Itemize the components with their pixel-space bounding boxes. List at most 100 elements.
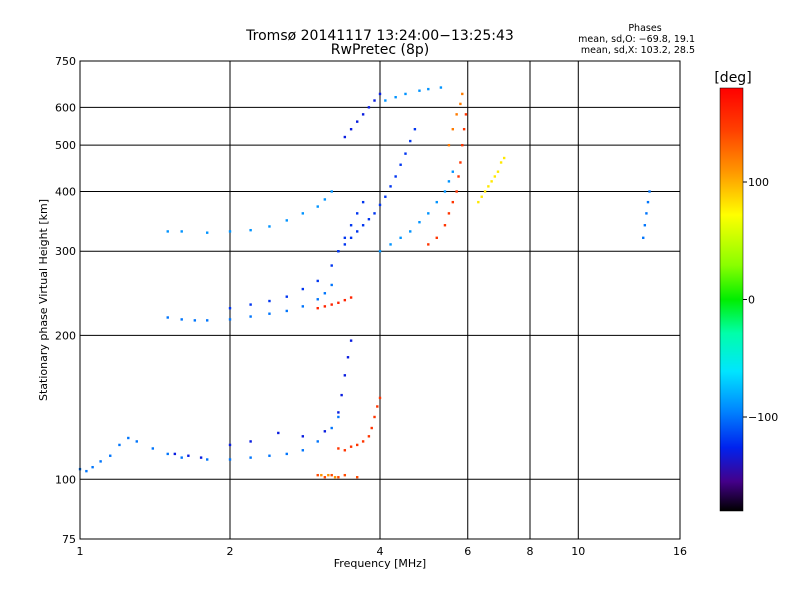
scatter-point — [346, 356, 350, 359]
y-tick-label: 500 — [55, 139, 76, 152]
scatter-point — [285, 309, 288, 313]
scatter-point — [418, 89, 421, 92]
scatter-point — [180, 230, 183, 233]
scatter-point — [399, 163, 402, 166]
x-tick-label: 16 — [673, 545, 687, 558]
scatter-point — [118, 443, 121, 447]
x-axis-ticks: 1 2 4 6 8 10 16 — [77, 545, 688, 558]
scatter-point — [447, 143, 451, 147]
scatter-point — [643, 224, 647, 227]
scatter-point — [462, 127, 466, 131]
scatter-point — [461, 92, 464, 96]
scatter-point — [435, 200, 438, 204]
x-tick-label: 8 — [527, 545, 534, 558]
scatter-point — [355, 212, 359, 215]
scatter-point — [268, 225, 271, 228]
scatter-point — [389, 243, 392, 246]
scatter-point — [370, 426, 373, 430]
scatter-point — [285, 452, 288, 456]
scatter-point — [193, 319, 197, 322]
scatter-point — [228, 443, 232, 447]
scatter-point — [330, 473, 333, 477]
scatter-point — [349, 127, 353, 131]
scatter-point — [323, 430, 327, 433]
scatter-point — [285, 219, 288, 222]
scatter-point — [337, 476, 340, 479]
scatter-point — [378, 92, 382, 96]
scatter-point — [464, 113, 468, 116]
scatter-point — [301, 212, 305, 215]
y-tick-label: 400 — [55, 185, 76, 198]
scatter-point — [404, 92, 407, 96]
scatter-point — [459, 161, 462, 164]
scatter-point — [330, 426, 333, 430]
scatter-point — [496, 170, 500, 173]
scatter-point — [343, 374, 347, 377]
scatter-point — [316, 279, 319, 283]
scatter-point — [228, 458, 232, 461]
scatter-point — [228, 318, 232, 321]
scatter-point — [373, 415, 376, 419]
scatter-point — [373, 99, 376, 102]
scatter-point — [378, 396, 382, 400]
scatter-point — [301, 305, 305, 308]
scatter-point — [355, 476, 359, 479]
y-tick-label: 100 — [55, 473, 76, 486]
scatter-point — [373, 212, 376, 215]
scatter-point — [330, 283, 333, 287]
scatter-point — [91, 465, 94, 469]
scatter-point — [404, 152, 407, 155]
scatter-point — [447, 180, 451, 183]
chart-title: Tromsø 20141117 13:24:00−13:25:43 — [245, 28, 514, 44]
scatter-point — [457, 175, 460, 178]
scatter-point — [320, 473, 323, 477]
scatter-point — [349, 224, 353, 227]
scatter-point — [378, 250, 382, 253]
scatter-point — [361, 200, 365, 204]
scatter-point — [451, 200, 455, 204]
phases-line-o: mean, sd,O: −69.8, 19.1 — [578, 34, 695, 45]
x-tick-label: 6 — [464, 545, 471, 558]
scatter-point — [394, 175, 397, 178]
y-tick-label: 75 — [62, 533, 76, 546]
colorbar-tick-label: −100 — [748, 411, 778, 424]
scatter-point — [349, 296, 353, 299]
scatter-point — [268, 299, 271, 303]
scatter-point — [337, 250, 340, 253]
y-axis-ticks: 75 100 200 300 400 500 600 750 — [55, 55, 76, 546]
scatter-point — [349, 445, 353, 448]
scatter-point — [327, 473, 330, 477]
scatter-point — [343, 135, 347, 139]
scatter-point — [477, 200, 480, 204]
scatter-point — [228, 230, 232, 233]
x-tick-label: 2 — [227, 545, 234, 558]
scatter-point — [480, 195, 483, 198]
scatter-point — [367, 435, 371, 438]
scatter-point — [330, 264, 333, 267]
scatter-point — [301, 435, 305, 438]
scatter-point — [337, 301, 340, 304]
scatter-point — [384, 195, 387, 198]
scatter-point — [249, 456, 252, 459]
scatter-point — [323, 198, 327, 201]
grid-lines — [80, 61, 680, 539]
scatter-point — [166, 452, 169, 456]
phases-line-x: mean, sd,X: 103.2, 28.5 — [581, 45, 695, 56]
scatter-point — [316, 205, 319, 208]
scatter-point — [205, 458, 209, 461]
scatter-point — [648, 190, 651, 193]
scatter-point — [645, 212, 648, 215]
scatter-point — [127, 436, 130, 440]
scatter-point — [301, 287, 305, 291]
scatter-point — [355, 443, 359, 447]
scatter-point — [323, 476, 327, 479]
scatter-point — [316, 298, 319, 301]
scatter-point — [268, 454, 271, 457]
scatter-point — [394, 95, 397, 99]
x-tick-label: 10 — [571, 545, 585, 558]
scatter-point — [384, 99, 387, 102]
x-tick-label: 1 — [77, 545, 84, 558]
scatter-point — [490, 180, 493, 183]
scatter-point — [285, 295, 288, 298]
scatter-point — [333, 476, 337, 479]
